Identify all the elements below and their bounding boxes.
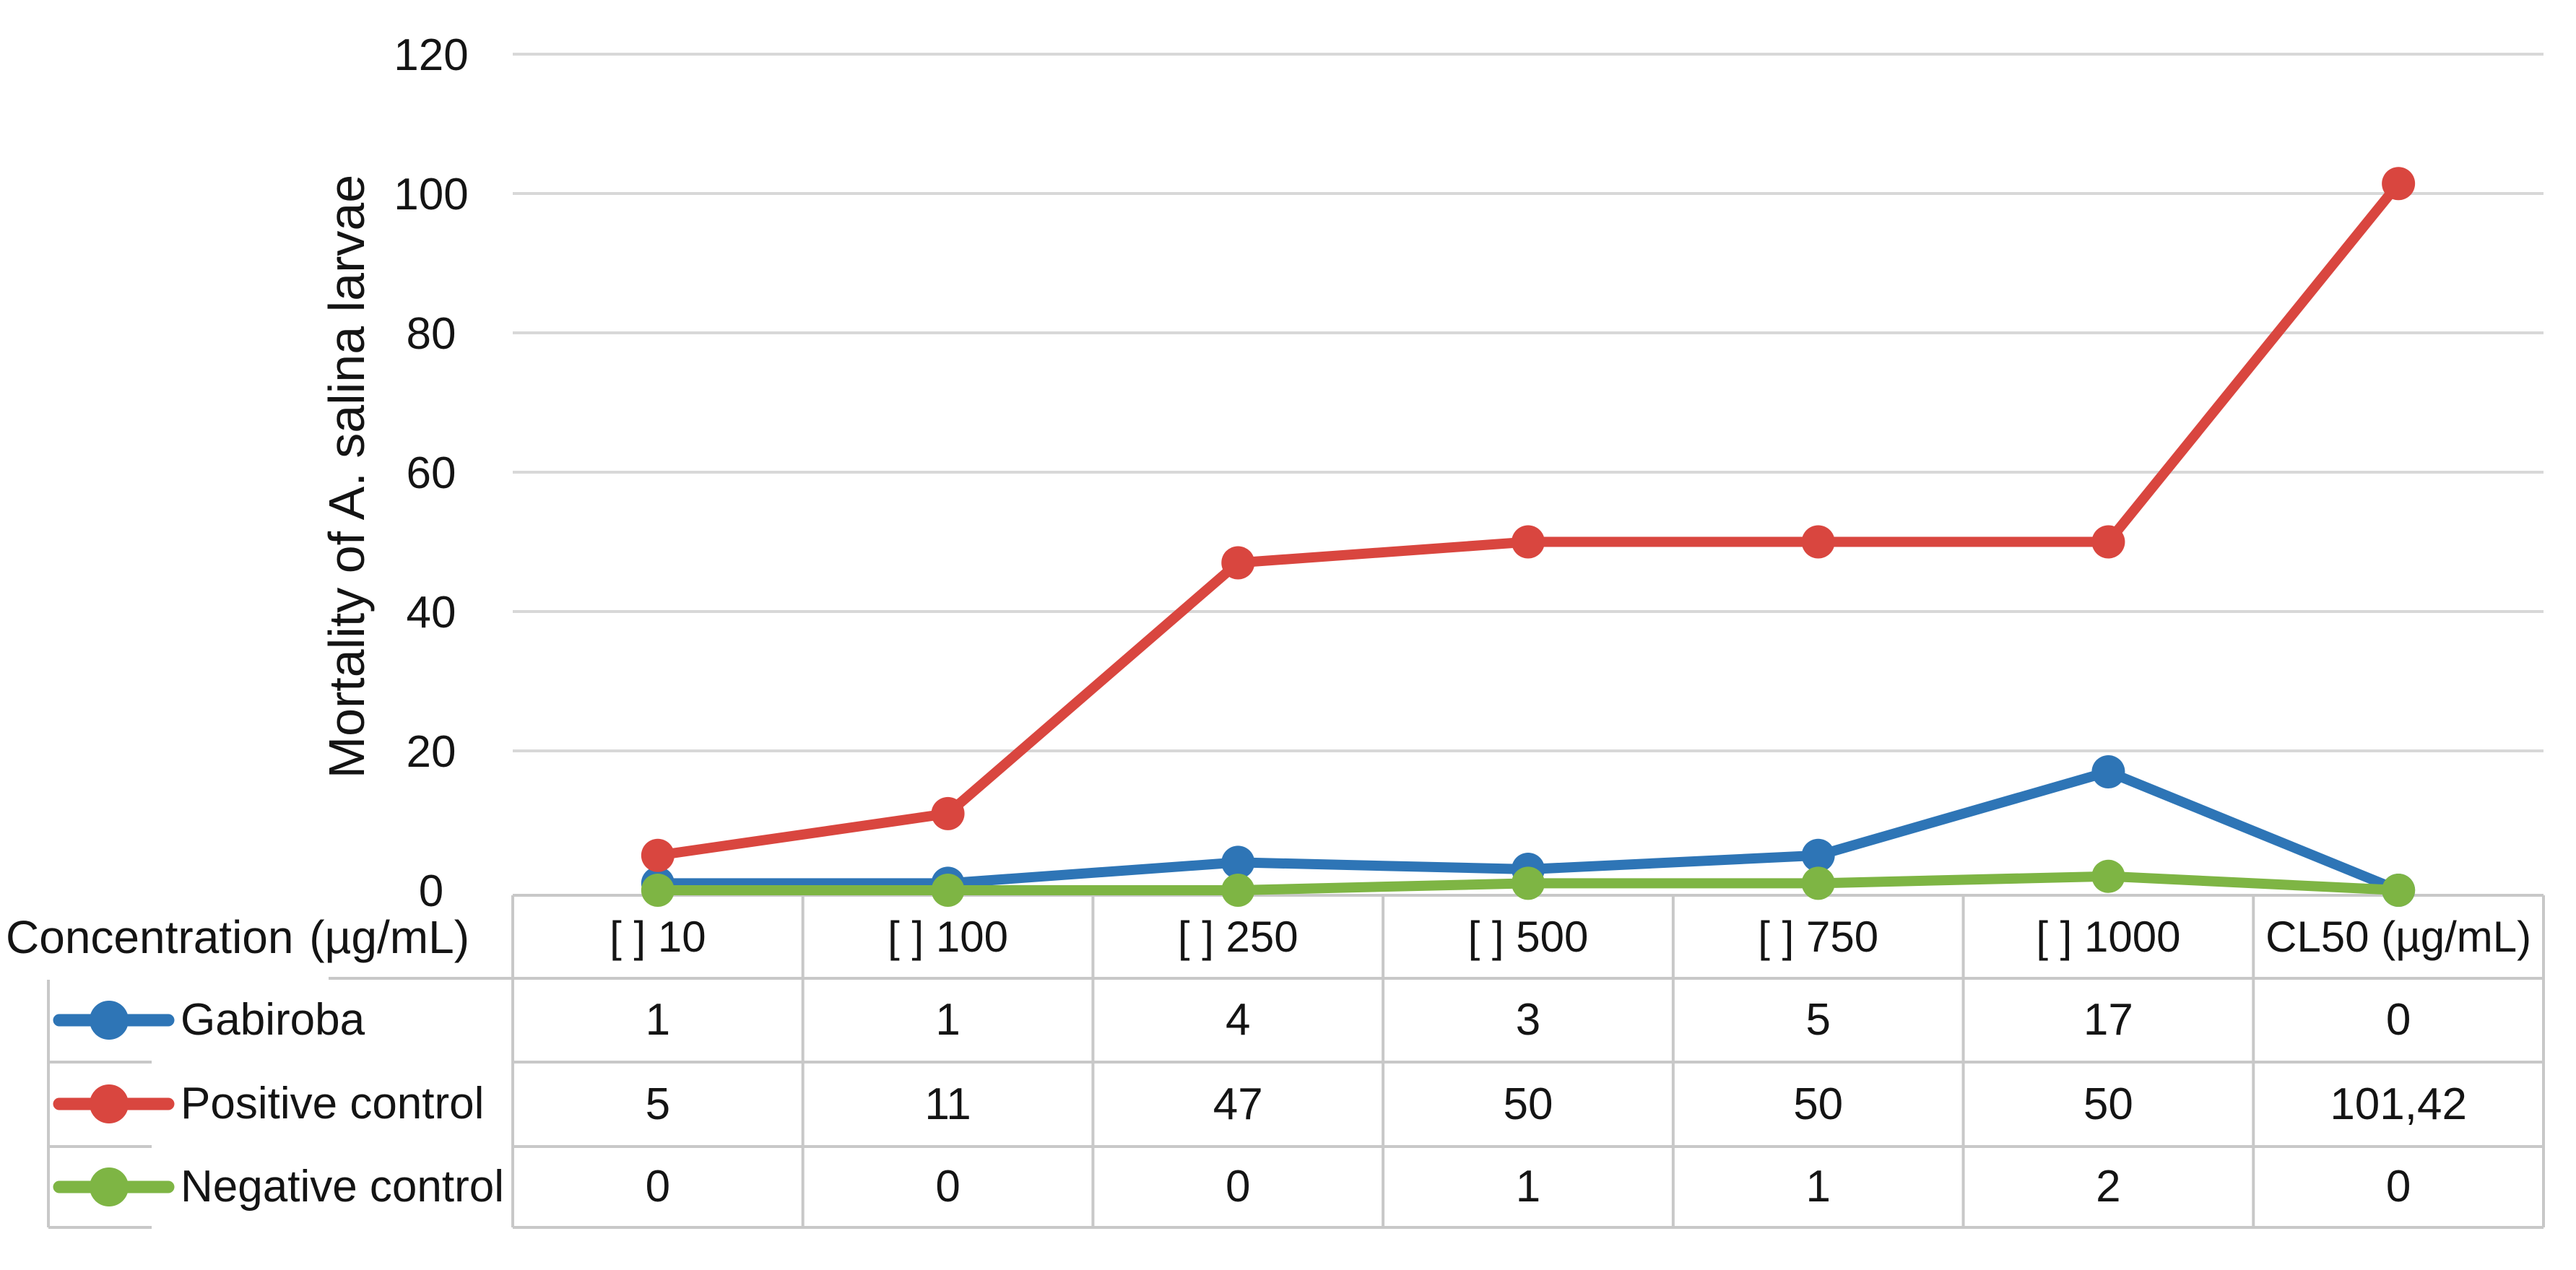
legend-key-marker	[90, 1084, 129, 1123]
y-tick-label: 40	[407, 588, 456, 638]
legend-label: Gabiroba	[181, 995, 365, 1045]
negative-control-marker	[641, 874, 675, 907]
positive-control-marker	[641, 838, 675, 872]
gridlines	[513, 53, 2544, 752]
y-tick-label: 20	[407, 727, 456, 777]
y-axis-title: Mortality of A. salina larvae	[318, 174, 375, 779]
table-cell: 2	[2096, 1162, 2121, 1212]
positive-control-marker	[2382, 167, 2416, 201]
legend-keys	[53, 1001, 175, 1206]
category-header-cell: CL50 (µg/mL)	[2265, 912, 2532, 961]
table-cell: 5	[645, 1079, 671, 1129]
negative-control-marker	[931, 874, 965, 907]
positive-control-marker	[2091, 525, 2125, 559]
negative-control-marker	[1512, 866, 1545, 900]
table-cell: 0	[2385, 1162, 2411, 1212]
concentration-label: Concentration	[6, 910, 294, 963]
negative-control-marker	[2091, 859, 2125, 893]
table-cell: 0	[935, 1162, 960, 1212]
negative-control-marker	[2382, 874, 2416, 907]
category-header-cell: [ ] 1000	[2036, 912, 2181, 961]
gabiroba-marker	[2091, 754, 2125, 788]
table-cell: 1	[1515, 1162, 1541, 1212]
positive-control-line	[652, 178, 2404, 861]
table-cell: 101,42	[2330, 1079, 2467, 1129]
table-cell: 17	[2083, 995, 2133, 1045]
table-cell: 3	[1515, 995, 1541, 1045]
y-tick-label: 120	[394, 30, 468, 80]
category-header-cell: [ ] 750	[1758, 912, 1879, 961]
table-cell: 1	[645, 995, 671, 1045]
negative-control-marker	[1221, 874, 1255, 907]
category-header-cell: [ ] 250	[1177, 912, 1298, 961]
negative-control-marker	[1801, 866, 1835, 900]
y-tick-label: 100	[394, 170, 468, 219]
positive-control-marker	[1512, 525, 1545, 559]
table-cell: 11	[924, 1079, 971, 1129]
concentration-unit-label: (µg/mL)	[309, 910, 469, 963]
category-header-cell: [ ] 500	[1467, 912, 1589, 961]
table-cell: 47	[1213, 1079, 1263, 1129]
legend-label: Positive control	[181, 1079, 485, 1128]
gabiroba-marker	[1221, 845, 1255, 879]
category-header-cell: [ ] 10	[610, 912, 706, 961]
legend-key-marker	[90, 1001, 129, 1040]
positive-control-marker	[931, 796, 965, 830]
category-header-cell: [ ] 100	[888, 912, 1008, 961]
concentration-row-header: Concentration (µg/mL)	[6, 897, 469, 977]
positive-control-marker	[1801, 525, 1835, 559]
y-tick-label: 0	[419, 866, 443, 916]
table-cell: 50	[1503, 1079, 1553, 1129]
series-negative-control	[641, 859, 2416, 907]
legend-label: Negative control	[181, 1162, 505, 1212]
table-cell: 4	[1226, 995, 1251, 1045]
series-positive-control	[641, 167, 2416, 872]
y-axis-tick-labels: 0 20 40 60 80 100 120	[394, 30, 468, 916]
table-borders	[47, 894, 2545, 1229]
gabiroba-marker	[1801, 838, 1835, 872]
table-cell: 0	[645, 1162, 671, 1212]
table-cell: 0	[2385, 995, 2411, 1045]
positive-control-marker	[1221, 546, 1255, 580]
y-tick-label: 60	[407, 448, 456, 498]
table-cell: 1	[935, 995, 960, 1045]
y-tick-label: 80	[407, 309, 456, 359]
table-cell: 5	[1805, 995, 1831, 1045]
legend-key-marker	[90, 1167, 129, 1206]
table-cell: 0	[1226, 1162, 1251, 1212]
table-cell: 1	[1805, 1162, 1831, 1212]
table-cell: 50	[2083, 1079, 2133, 1129]
table-cell: 50	[1793, 1079, 1844, 1129]
